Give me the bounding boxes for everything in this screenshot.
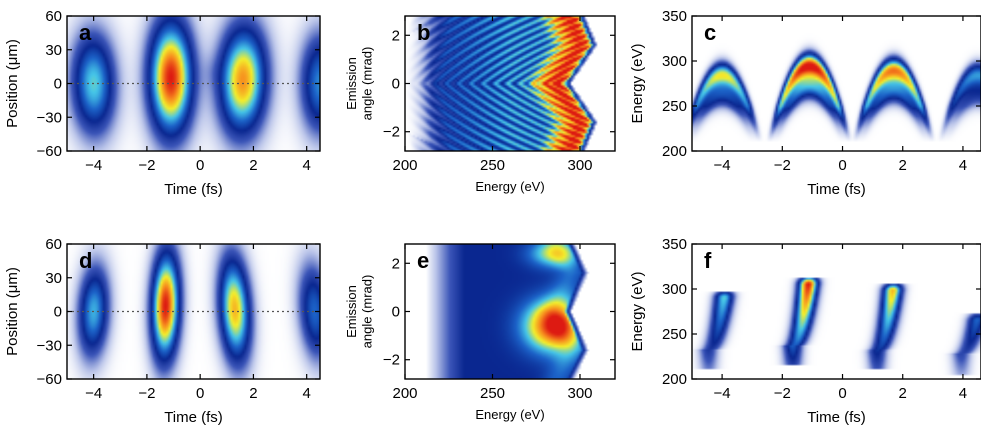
y-tick-label: 300 [662, 281, 687, 298]
x-axis-label: Time (fs) [807, 181, 866, 198]
y-axis-label: Emissionangle (mrad) [344, 47, 375, 121]
plot-frame-f [691, 243, 981, 380]
y-tick-label: 350 [662, 8, 687, 25]
heatmap-f [692, 244, 981, 379]
panel-letter-d: d [79, 248, 92, 273]
x-axis-label: Time (fs) [164, 409, 223, 426]
x-tick-label: −2 [138, 385, 155, 402]
x-tick-label: 4 [303, 157, 311, 174]
y-tick-label: 250 [662, 98, 687, 115]
panel-b: 200 250 300 2 0 −2 Energy (eV) Emissionangle (m… [344, 15, 616, 194]
y-tick-label: 2 [392, 27, 400, 44]
panel-f: −4 −2 0 2 4 350 300 250 200 Time (fs) Energy (eV) f [629, 236, 981, 426]
y-tick-label: −2 [383, 352, 400, 369]
y-tick-label: 0 [54, 76, 62, 93]
x-axis-label: Energy (eV) [475, 179, 544, 194]
x-tick-label: 0 [196, 157, 204, 174]
panel-letter-c: c [704, 20, 716, 45]
panel-letter-e: e [417, 248, 429, 273]
x-tick-label: 2 [899, 385, 907, 402]
x-tick-label: 0 [838, 385, 846, 402]
y-axis-label-line: Emission [344, 57, 359, 110]
y-axis-label-line: angle (mrad) [359, 47, 374, 121]
x-tick-label: 250 [480, 385, 505, 402]
x-axis-label: Time (fs) [807, 409, 866, 426]
panel-letter-f: f [704, 248, 712, 273]
panel-c: −4 −2 0 2 4 350 300 250 200 Time (fs) Energy (eV) c [629, 8, 981, 198]
y-axis-label: Position (μm) [4, 39, 21, 128]
heatmap-b [405, 16, 615, 151]
x-tick-label: −2 [774, 157, 791, 174]
y-tick-label: −60 [37, 143, 62, 160]
x-tick-label: −4 [85, 385, 102, 402]
y-tick-label: 200 [662, 143, 687, 160]
x-tick-label: −2 [774, 385, 791, 402]
y-tick-label: 60 [45, 236, 62, 253]
heatmap-c [692, 16, 981, 151]
plot-frame-c [691, 15, 981, 152]
y-tick-label: 250 [662, 326, 687, 343]
x-tick-label: 200 [392, 385, 417, 402]
y-tick-label: 300 [662, 53, 687, 70]
x-tick-label: 200 [392, 157, 417, 174]
x-tick-label: 4 [303, 385, 311, 402]
x-tick-label: 2 [899, 157, 907, 174]
x-axis-label: Energy (eV) [475, 407, 544, 422]
y-tick-label: 30 [45, 42, 62, 59]
y-axis-label: Energy (eV) [629, 271, 646, 351]
y-tick-label: −30 [37, 109, 62, 126]
x-tick-label: 300 [567, 157, 592, 174]
panel-d: −4 −2 0 2 4 60 30 0 −30 −60 Time (fs) Position (μm)… [4, 236, 321, 426]
y-tick-label: 200 [662, 371, 687, 388]
x-tick-label: 0 [196, 385, 204, 402]
y-tick-label: 30 [45, 270, 62, 287]
x-tick-label: 300 [567, 385, 592, 402]
x-tick-label: −4 [85, 157, 102, 174]
y-tick-label: 0 [54, 304, 62, 321]
y-axis-label-line: angle (mrad) [359, 275, 374, 349]
y-tick-label: −2 [383, 124, 400, 141]
heatmap-e [405, 244, 615, 379]
y-tick-label: 2 [392, 255, 400, 272]
panel-letter-a: a [79, 20, 92, 45]
y-axis-label: Position (μm) [4, 267, 21, 356]
x-tick-label: 2 [249, 385, 257, 402]
y-tick-label: −60 [37, 371, 62, 388]
x-tick-label: −2 [138, 157, 155, 174]
x-tick-label: 2 [249, 157, 257, 174]
x-tick-label: 4 [959, 385, 967, 402]
x-tick-label: 250 [480, 157, 505, 174]
x-tick-label: 0 [838, 157, 846, 174]
panel-e: 200 250 300 2 0 −2 Energy (eV) Emissionangle (m… [344, 243, 616, 422]
y-tick-label: 0 [392, 304, 400, 321]
x-tick-label: −4 [714, 157, 731, 174]
panel-a: −4 −2 0 2 4 60 30 0 −30 −60 Time (fs) Position (μm)… [4, 8, 321, 198]
x-axis-label: Time (fs) [164, 181, 223, 198]
x-tick-label: 4 [959, 157, 967, 174]
y-tick-label: 350 [662, 236, 687, 253]
y-axis-label: Energy (eV) [629, 43, 646, 123]
y-axis-label: Emissionangle (mrad) [344, 275, 375, 349]
y-tick-label: 0 [392, 76, 400, 93]
x-tick-label: −4 [714, 385, 731, 402]
y-axis-label-line: Emission [344, 285, 359, 338]
y-tick-label: 60 [45, 8, 62, 25]
y-tick-label: −30 [37, 337, 62, 354]
panel-letter-b: b [417, 20, 430, 45]
